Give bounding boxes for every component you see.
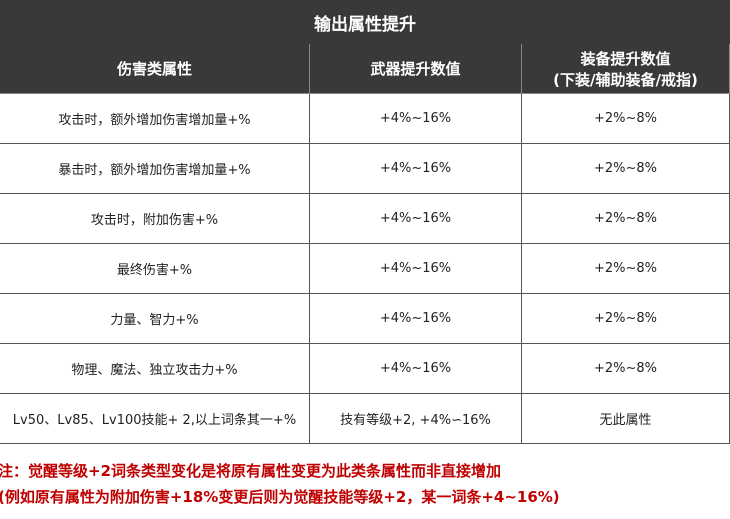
cell-text: 伤害类属性 — [116, 60, 192, 78]
table-cell: 力量、智力+% — [0, 294, 310, 344]
cell-text: +2%~8% — [593, 361, 658, 376]
cell-text: +2%~8% — [593, 161, 658, 176]
cell-text: +4%~16% — [379, 261, 452, 276]
table-cell: 最终伤害+% — [0, 244, 310, 294]
table-cell: 暴击时，额外增加伤害增加量+% — [0, 144, 310, 194]
cell-text: +2%~8% — [593, 211, 658, 226]
cell-text: 技有等级+2, +4%∽16% — [340, 413, 491, 428]
cell-text: +4%~16% — [379, 311, 452, 326]
cell-text: 无此属性 — [599, 413, 652, 428]
table-cell: +4%~16% — [310, 194, 522, 244]
cell-text: 力量、智力+% — [110, 313, 199, 328]
cell-text: 装备提升数值 — [580, 49, 671, 68]
table-title: 输出属性提升 — [0, 0, 730, 44]
cell-text: 武器提升数值 — [370, 60, 461, 78]
table-cell: 无此属性 — [522, 394, 730, 444]
table-cell: +2%~8% — [522, 344, 730, 394]
cell-text: Lv50、Lv85、Lv100技能+ 2,以上词条其一+% — [12, 413, 297, 428]
table-cell: +2%~8% — [522, 244, 730, 294]
header-cell: 装备提升数值 (下装/辅助装备/戒指) — [522, 44, 730, 94]
table-cell: 攻击时，附加伤害+% — [0, 194, 310, 244]
cell-text: +4%~16% — [379, 161, 452, 176]
table-cell: +2%~8% — [522, 94, 730, 144]
table-cell: +4%~16% — [310, 244, 522, 294]
cell-text: 暴击时，额外增加伤害增加量+% — [58, 163, 251, 178]
table-cell: 物理、魔法、独立攻击力+% — [0, 344, 310, 394]
header-cell: 伤害类属性 — [0, 44, 310, 94]
cell-text: +2%~8% — [593, 111, 658, 126]
cell-text: 物理、魔法、独立攻击力+% — [71, 363, 238, 378]
note: (例如原有属性为附加伤害+18%变更后则为觉醒技能等级+2，某一词条+4~16%… — [0, 488, 560, 506]
table-cell: +4%~16% — [310, 344, 522, 394]
note: 注：觉醒等级+2词条类型变化是将原有属性变更为此类条属性而非直接增加 — [0, 462, 502, 480]
cell-text: +4%~16% — [379, 361, 452, 376]
cell-text: 攻击时，额外增加伤害增加量+% — [58, 113, 251, 128]
cell-text: 攻击时，附加伤害+% — [90, 213, 219, 228]
table-cell: +4%~16% — [310, 94, 522, 144]
table-cell: +2%~8% — [522, 144, 730, 194]
table-cell: +4%~16% — [310, 144, 522, 194]
cell-text: +2%~8% — [593, 311, 658, 326]
table-cell: 攻击时，额外增加伤害增加量+% — [0, 94, 310, 144]
cell-text: +4%~16% — [379, 211, 452, 226]
table-cell: +2%~8% — [522, 194, 730, 244]
cell-text: 最终伤害+% — [116, 263, 193, 278]
header-cell: 武器提升数值 — [310, 44, 522, 94]
cell-text: +2%~8% — [593, 261, 658, 276]
table-cell: +2%~8% — [522, 294, 730, 344]
table-cell: +4%~16% — [310, 294, 522, 344]
table-cell: Lv50、Lv85、Lv100技能+ 2,以上词条其一+% — [0, 394, 310, 444]
table-cell: 技有等级+2, +4%∽16% — [310, 394, 522, 444]
cell-text: +4%~16% — [379, 111, 452, 126]
cell-text: (下装/辅助装备/戒指) — [553, 70, 698, 89]
